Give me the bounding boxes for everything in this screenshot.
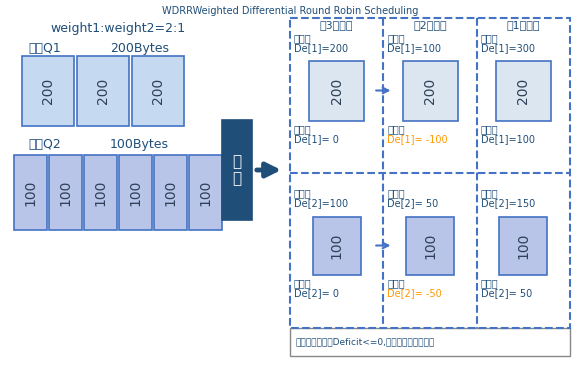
- Bar: [189, 155, 222, 230]
- Text: De[1]=300: De[1]=300: [481, 43, 535, 53]
- Text: weight1:weight2=2:1: weight1:weight2=2:1: [50, 22, 186, 35]
- Bar: [119, 155, 152, 230]
- Text: De[2]=150: De[2]=150: [481, 198, 535, 208]
- Text: De[2]= 0: De[2]= 0: [294, 288, 339, 298]
- Bar: [290, 328, 570, 356]
- Text: 200: 200: [329, 77, 344, 104]
- Bar: [222, 120, 252, 220]
- Text: 调
度: 调 度: [233, 154, 241, 186]
- Bar: [290, 18, 570, 328]
- Text: De[2]= -50: De[2]= -50: [387, 288, 442, 298]
- Text: 调度后: 调度后: [294, 278, 311, 288]
- Text: 100: 100: [164, 179, 177, 206]
- Bar: [84, 155, 117, 230]
- Text: 调度前: 调度前: [481, 33, 498, 43]
- Bar: [309, 61, 364, 121]
- Text: 100: 100: [129, 179, 143, 206]
- Text: WDRRWeighted Differential Round Robin Scheduling: WDRRWeighted Differential Round Robin Sc…: [162, 6, 418, 16]
- Bar: [403, 61, 458, 121]
- Text: 100: 100: [423, 232, 437, 259]
- Text: 调度后: 调度后: [481, 124, 498, 134]
- Text: 200: 200: [516, 77, 530, 104]
- Text: 200: 200: [41, 78, 55, 104]
- Text: 本轮调度，所有Deficit<=0,下一轮都加上初始值: 本轮调度，所有Deficit<=0,下一轮都加上初始值: [295, 337, 434, 347]
- Text: 100: 100: [516, 232, 530, 259]
- Text: De[1]=100: De[1]=100: [387, 43, 441, 53]
- Text: 200: 200: [151, 78, 165, 104]
- Text: De[2]=100: De[2]=100: [294, 198, 348, 208]
- Bar: [499, 216, 548, 275]
- Bar: [49, 155, 82, 230]
- Text: 100: 100: [24, 179, 38, 206]
- Text: 第2轮调度: 第2轮调度: [413, 20, 447, 30]
- Text: De[1]=100: De[1]=100: [481, 134, 535, 144]
- Text: 100: 100: [93, 179, 107, 206]
- Text: 调度后: 调度后: [387, 124, 405, 134]
- Bar: [77, 56, 129, 126]
- Text: 调度后: 调度后: [387, 278, 405, 288]
- Text: 100: 100: [198, 179, 212, 206]
- FancyArrowPatch shape: [376, 88, 388, 93]
- Bar: [406, 216, 454, 275]
- Text: 调度前: 调度前: [481, 188, 498, 198]
- Bar: [22, 56, 74, 126]
- Text: De[2]= 50: De[2]= 50: [481, 288, 532, 298]
- Text: De[1]=200: De[1]=200: [294, 43, 348, 53]
- Text: 100: 100: [59, 179, 72, 206]
- Text: 200: 200: [96, 78, 110, 104]
- Text: 100Bytes: 100Bytes: [110, 138, 169, 151]
- Text: De[1]= -100: De[1]= -100: [387, 134, 448, 144]
- Text: 200: 200: [423, 77, 437, 104]
- Bar: [14, 155, 47, 230]
- Text: 第3轮调度: 第3轮调度: [320, 20, 353, 30]
- Text: 调度前: 调度前: [294, 188, 311, 198]
- Text: 100: 100: [329, 232, 344, 259]
- Text: 200Bytes: 200Bytes: [110, 42, 169, 55]
- Text: 第1轮调度: 第1轮调度: [506, 20, 540, 30]
- Text: 调度后: 调度后: [294, 124, 311, 134]
- Text: 调度前: 调度前: [294, 33, 311, 43]
- Bar: [313, 216, 361, 275]
- Text: 调度后: 调度后: [481, 278, 498, 288]
- Text: 调度前: 调度前: [387, 188, 405, 198]
- Text: 队列Q2: 队列Q2: [28, 138, 61, 151]
- Bar: [496, 61, 551, 121]
- FancyArrowPatch shape: [257, 164, 276, 176]
- Bar: [132, 56, 184, 126]
- Bar: [154, 155, 187, 230]
- FancyArrowPatch shape: [376, 243, 388, 248]
- Text: De[1]= 0: De[1]= 0: [294, 134, 339, 144]
- Text: 队列Q1: 队列Q1: [28, 42, 61, 55]
- Text: De[2]= 50: De[2]= 50: [387, 198, 438, 208]
- Text: 调度前: 调度前: [387, 33, 405, 43]
